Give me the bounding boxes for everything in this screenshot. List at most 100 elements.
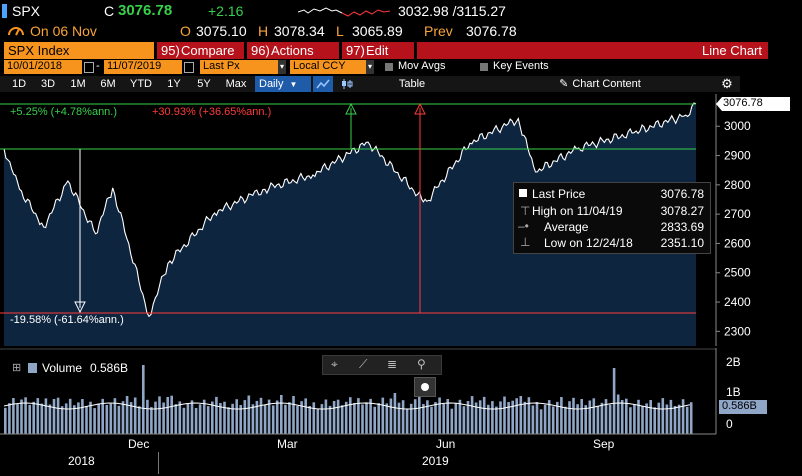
volume-bar xyxy=(669,399,673,434)
mov-avgs-checkbox[interactable] xyxy=(385,63,393,71)
chart-content-button[interactable]: ✎ Chart Content xyxy=(540,76,660,92)
volume-bar xyxy=(121,401,125,434)
frequency-select[interactable]: Daily ▼ xyxy=(255,76,311,92)
volume-bar xyxy=(162,402,165,434)
low-marker-icon: ⊥ xyxy=(520,235,531,249)
volume-bar xyxy=(243,400,247,434)
volume-bar xyxy=(129,402,133,434)
volume-bar xyxy=(405,408,409,434)
volume-bar xyxy=(40,403,44,434)
y-tick-label: 2900 xyxy=(724,149,751,163)
actions-label: Actions xyxy=(271,43,314,58)
volume-bar xyxy=(32,401,35,434)
volume-bar xyxy=(592,398,596,434)
volume-bar xyxy=(629,407,632,434)
period-tab-5y[interactable]: 5Y xyxy=(190,76,218,92)
volume-bar xyxy=(499,401,502,434)
period-tab-1m[interactable]: 1M xyxy=(64,76,92,92)
legend-low-label: Low on 12/24/18 xyxy=(544,236,633,250)
volume-bar xyxy=(515,398,518,434)
volume-bar xyxy=(385,403,389,434)
record-button[interactable] xyxy=(414,377,436,397)
period-tab-max[interactable]: Max xyxy=(220,76,252,92)
volume-bar xyxy=(263,405,267,434)
volume-bar xyxy=(616,394,620,434)
volume-bar xyxy=(689,402,693,434)
key-events-label: Key Events xyxy=(493,60,549,72)
dropdown-arrow-icon[interactable]: ▾ xyxy=(366,60,374,74)
volume-bar xyxy=(393,393,397,434)
table-tab[interactable]: Table xyxy=(384,76,440,92)
volume-bar xyxy=(56,397,60,434)
volume-bar xyxy=(239,405,242,434)
volume-bar xyxy=(604,399,608,434)
volume-bar xyxy=(113,398,117,434)
average-marker-icon: –• xyxy=(518,219,529,233)
volume-bar xyxy=(442,403,445,434)
volume-bar xyxy=(280,395,283,434)
volume-bar xyxy=(89,401,92,434)
start-date-field[interactable]: 10/01/2018 xyxy=(4,60,82,74)
draw-line-icon[interactable]: ⟋ xyxy=(359,357,368,371)
volume-bar xyxy=(36,398,40,434)
line-chart-icon[interactable] xyxy=(313,76,333,92)
price-chart[interactable]: 2300 2400 2500 2600 2700 2800 2900 3000 xyxy=(0,94,802,346)
field-select[interactable]: Last Px xyxy=(200,60,286,74)
year-axis: 2018 2019 xyxy=(0,452,716,474)
high-value: 3078.34 xyxy=(274,23,325,39)
volume-bar xyxy=(117,405,121,434)
zoom-icon[interactable]: ⚲ xyxy=(417,357,426,371)
actions-button[interactable]: 96) Actions xyxy=(247,42,339,59)
volume-bar xyxy=(223,401,226,434)
y-tick-label: 2400 xyxy=(724,295,751,309)
volume-bars xyxy=(4,365,693,434)
crosshair-icon[interactable]: ⌖ xyxy=(331,357,338,371)
calendar-icon[interactable] xyxy=(84,62,94,73)
volume-bar xyxy=(133,397,137,434)
period-tab-1d[interactable]: 1D xyxy=(6,76,32,92)
date-label: On 06 Nov xyxy=(30,23,97,39)
ticker-label[interactable]: SPX xyxy=(12,3,41,19)
period-tab-ytd[interactable]: YTD xyxy=(124,76,158,92)
x-tick-label: Jun xyxy=(436,437,455,451)
volume-bar xyxy=(625,398,628,434)
prev-label: Prev xyxy=(424,23,453,39)
volume-bar xyxy=(409,403,413,434)
notes-icon[interactable]: ≣ xyxy=(387,357,398,371)
volume-bar xyxy=(73,405,76,434)
period-tab-3d[interactable]: 3D xyxy=(34,76,62,92)
volume-bar xyxy=(511,400,514,434)
period-tab-6m[interactable]: 6M xyxy=(94,76,122,92)
gear-icon[interactable]: ⚙ xyxy=(721,76,733,91)
currency-select[interactable]: Local CCY xyxy=(290,60,374,74)
edit-button[interactable]: 97) Edit xyxy=(342,42,414,59)
dropdown-arrow-icon[interactable]: ▾ xyxy=(278,60,286,74)
period-label: 1M xyxy=(70,78,86,90)
volume-bar xyxy=(535,402,539,434)
volume-bar xyxy=(4,407,7,434)
chart-legend[interactable]: Last Price 3076.78 ⊤ High on 11/04/19 30… xyxy=(513,182,711,254)
period-tab-1y[interactable]: 1Y xyxy=(160,76,188,92)
key-events-checkbox[interactable] xyxy=(480,63,488,71)
red-rise-annotation: +30.93% (+36.65%ann.) xyxy=(152,106,272,118)
calendar-icon[interactable] xyxy=(184,62,194,73)
volume-bar xyxy=(328,405,332,434)
volume-bar xyxy=(8,403,11,434)
volume-bar xyxy=(357,398,360,434)
volume-bar xyxy=(560,397,563,434)
candle-icon[interactable] xyxy=(337,76,357,92)
volume-bar xyxy=(251,404,255,434)
x-axis-ticks: Dec Mar Jun Sep xyxy=(128,437,615,451)
volume-bar xyxy=(564,406,567,434)
expand-icon[interactable]: ⊞ xyxy=(12,362,22,374)
volume-tick-label: 1B xyxy=(726,385,741,399)
volume-bar xyxy=(271,405,275,434)
end-date-field[interactable]: 11/07/2019 xyxy=(104,60,182,74)
period-label: 1Y xyxy=(167,78,181,90)
start-date-text: 10/01/2018 xyxy=(7,60,63,72)
volume-bar xyxy=(458,399,462,434)
security-field[interactable]: SPX Index xyxy=(4,42,154,59)
compare-button[interactable]: 95) Compare xyxy=(157,42,244,59)
volume-bar xyxy=(507,402,510,434)
volume-bar xyxy=(446,399,449,434)
